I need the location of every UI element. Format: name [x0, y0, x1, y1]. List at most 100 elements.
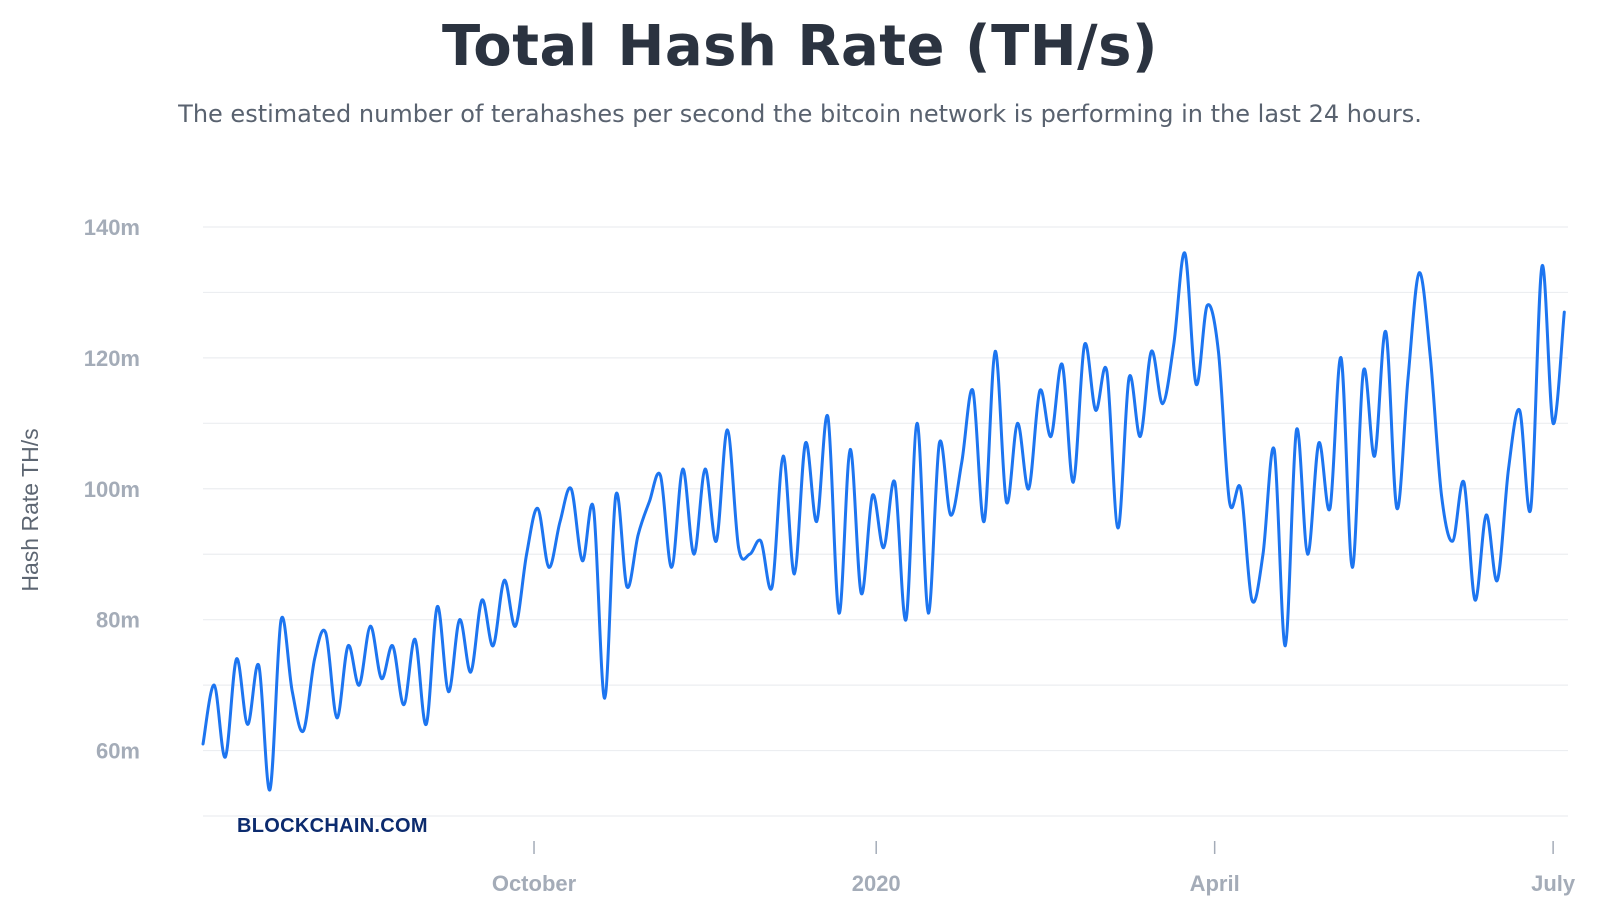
data-point	[782, 454, 785, 458]
data-point	[1127, 376, 1131, 379]
data-point	[681, 467, 684, 471]
data-point	[804, 441, 807, 445]
data-point	[1462, 481, 1466, 484]
data-point	[346, 644, 350, 647]
data-point	[1072, 481, 1075, 484]
data-point	[1273, 448, 1276, 451]
data-point	[893, 481, 896, 484]
data-point	[469, 670, 472, 674]
data-point	[570, 487, 573, 490]
y-tick-label: 140m	[84, 215, 140, 240]
data-point	[715, 539, 718, 543]
data-point	[402, 703, 405, 706]
data-point	[1250, 598, 1254, 602]
data-point	[369, 625, 372, 628]
data-point	[1239, 487, 1242, 490]
x-tick-label: October	[492, 871, 577, 896]
x-tick-label: July	[1531, 871, 1576, 896]
data-point	[447, 690, 450, 693]
data-point	[525, 553, 528, 556]
data-point	[882, 546, 885, 549]
data-point	[1373, 454, 1376, 458]
data-point	[1061, 363, 1064, 366]
y-tick-label: 80m	[96, 608, 140, 633]
data-point	[692, 553, 696, 556]
chart-subtitle: The estimated number of terahashes per s…	[178, 100, 1422, 128]
data-point	[1406, 376, 1410, 379]
data-point	[302, 729, 305, 733]
data-point	[391, 644, 394, 647]
data-point	[904, 618, 908, 621]
data-point	[592, 507, 595, 510]
data-point	[1317, 441, 1321, 445]
data-point	[603, 697, 606, 700]
data-point	[1016, 422, 1019, 425]
data-point	[938, 441, 941, 445]
data-point	[1451, 539, 1454, 543]
data-point	[849, 448, 852, 451]
data-point	[1540, 265, 1544, 268]
y-axis-ticks: 60m 80m 100m 120m 140m	[84, 215, 140, 764]
data-point	[1027, 487, 1030, 490]
gridlines	[203, 226, 1568, 817]
data-point	[994, 350, 997, 353]
series-line	[201, 251, 1566, 792]
data-point	[793, 572, 796, 576]
data-point	[982, 520, 986, 523]
data-point	[1261, 553, 1265, 556]
x-axis-ticks: October 2020 April July	[492, 841, 1576, 896]
data-point	[1194, 382, 1198, 386]
data-point	[726, 428, 729, 432]
data-point	[648, 500, 651, 504]
data-point	[380, 677, 383, 680]
data-point	[313, 657, 316, 661]
y-tick-label: 120m	[84, 346, 140, 371]
data-point	[1139, 435, 1142, 438]
data-point	[547, 566, 551, 569]
data-point	[971, 389, 975, 392]
data-point	[1105, 369, 1109, 373]
data-point	[1217, 350, 1220, 353]
data-point	[815, 520, 818, 523]
data-point	[246, 723, 249, 726]
data-point	[257, 664, 260, 667]
data-point	[1094, 409, 1097, 412]
data-point	[235, 657, 238, 661]
data-point	[659, 474, 662, 477]
data-point	[949, 513, 952, 517]
data-point	[279, 618, 283, 621]
data-point	[1328, 507, 1332, 510]
data-point	[1529, 507, 1533, 510]
data-point	[1083, 343, 1086, 346]
data-point	[458, 618, 461, 621]
data-point	[1351, 566, 1354, 569]
data-point	[1306, 553, 1309, 556]
data-point	[1518, 409, 1521, 412]
y-tick-label: 100m	[84, 477, 140, 502]
data-point	[1339, 356, 1343, 360]
y-tick-label: 60m	[96, 739, 140, 764]
data-point	[1395, 507, 1399, 510]
data-point	[614, 494, 617, 497]
data-point	[759, 539, 763, 543]
data-point	[737, 546, 740, 549]
data-point	[1284, 644, 1287, 647]
data-point	[324, 631, 327, 634]
data-point	[1005, 500, 1008, 504]
data-point	[201, 742, 205, 746]
data-point	[536, 507, 539, 510]
data-point	[268, 788, 272, 791]
data-point	[480, 598, 484, 602]
data-point	[1206, 304, 1209, 307]
data-point	[703, 467, 707, 471]
data-point	[927, 611, 930, 615]
data-point	[625, 585, 629, 589]
data-point	[826, 415, 830, 418]
data-point	[1485, 513, 1488, 517]
data-point	[1551, 422, 1555, 425]
series-layer	[201, 251, 1566, 792]
data-point	[670, 566, 673, 569]
data-point	[770, 585, 774, 589]
data-point	[1183, 252, 1187, 255]
data-point	[224, 755, 227, 759]
